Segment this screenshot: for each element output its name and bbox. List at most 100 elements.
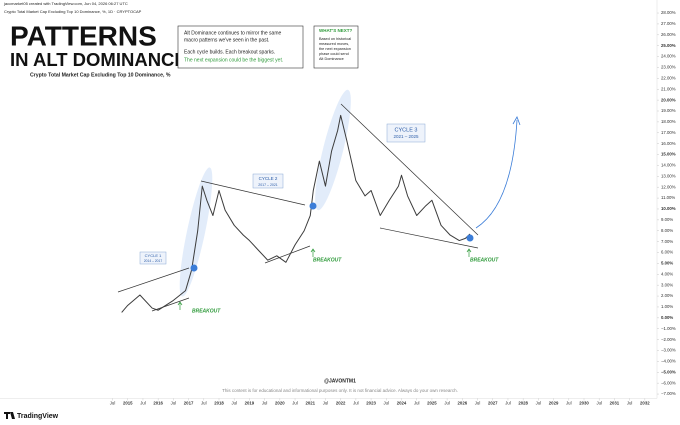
y-tick-label: 16.00% [661, 141, 676, 146]
breakout-label: BREAKOUT [470, 257, 499, 263]
summary-text: Each cycle builds. Each breakout sparks. [184, 49, 275, 55]
plot [121, 114, 471, 313]
summary-box [177, 25, 304, 69]
y-tick-label: 21.00% [661, 86, 676, 91]
x-tick-label: 2019 [245, 401, 255, 406]
trendline [379, 227, 479, 249]
y-tick-label: −3.00% [661, 348, 676, 353]
y-tick-label: 6.00% [661, 250, 673, 255]
next-heading: WHAT'S NEXT? [319, 28, 352, 33]
price-line [121, 114, 471, 313]
y-tick-label: 19.00% [661, 108, 676, 113]
x-tick-label: Jul [475, 401, 481, 406]
x-tick-label: Jul [201, 401, 207, 406]
cycle-years: 2021 – 2025 [393, 134, 419, 139]
y-tick-label: 12.00% [661, 184, 676, 189]
x-tick-label: Jul [262, 401, 268, 406]
next-box [313, 25, 359, 69]
trendline [200, 180, 306, 206]
next-text: phase could send [319, 52, 349, 56]
x-tick-label: 2025 [427, 401, 437, 406]
x-tick-label: Jul [536, 401, 542, 406]
y-tick-label: 2.00% [661, 293, 673, 298]
x-tick-label: Jul [384, 401, 390, 406]
y-tick-label: 24.00% [661, 54, 676, 59]
x-tick-label: 2028 [518, 401, 528, 406]
x-tick-label: Jul [414, 401, 420, 406]
breakout-point [190, 264, 198, 272]
breakout-arrow [310, 248, 316, 257]
y-tick-label: 0.00% [661, 315, 673, 320]
brand-logo [4, 412, 15, 419]
y-tick-label: 14.00% [661, 163, 676, 168]
x-tick-label: Jul [231, 401, 237, 406]
x-tick-label: 2024 [397, 401, 407, 406]
y-tick-label: 10.00% [661, 206, 676, 211]
y-tick-label: 25.00% [661, 43, 676, 48]
summary-text: Alt Dominance continues to mirror the sa… [184, 30, 281, 36]
next-text: Alt Dominance [319, 57, 344, 61]
disclaimer: This content is for educational and info… [222, 388, 458, 393]
cycle-box [139, 251, 167, 265]
y-tick-label: 20.00% [661, 97, 676, 102]
cycle-box [386, 123, 426, 143]
x-tick-label: 2026 [458, 401, 468, 406]
breakout-point [309, 202, 317, 210]
x-tick-label: Jul [627, 401, 633, 406]
y-tick-label: 28.00% [661, 10, 676, 15]
markers [190, 202, 474, 272]
x-tick-label: Jul [566, 401, 572, 406]
y-tick-label: 26.00% [661, 32, 676, 37]
y-tick-label: 22.00% [661, 75, 676, 80]
x-tick-label: 2032 [640, 401, 650, 406]
x-tick-label: Jul [505, 401, 511, 406]
x-tick-label: 2018 [214, 401, 224, 406]
title: IN ALT DOMINANCE [10, 49, 187, 70]
x-tick-label: Jul [171, 401, 177, 406]
x-tick-label: 2015 [123, 401, 133, 406]
y-tick-label: 8.00% [661, 228, 673, 233]
x-tick-label: 2029 [549, 401, 559, 406]
y-tick-label: 13.00% [661, 173, 676, 178]
y-tick-label: −5.00% [661, 369, 676, 374]
summary-highlight: The next expansion could be the biggest … [184, 57, 283, 63]
x-tick-label: Jul [596, 401, 602, 406]
arrow-head [512, 116, 521, 126]
symbol: Crypto Total Market Cap Excluding Top 10… [4, 9, 142, 14]
cycle-name: CYCLE 3 [395, 127, 418, 133]
y-tick-label: −4.00% [661, 359, 676, 364]
x-tick-label: Jul [110, 401, 116, 406]
y-tick-label: 15.00% [661, 152, 676, 157]
cycle-box [252, 173, 284, 189]
cycle-years: 2017 – 2021 [258, 183, 278, 187]
trendline [151, 297, 190, 312]
x-tick-label: Jul [323, 401, 329, 406]
x-tick-label: 2030 [579, 401, 589, 406]
y-tick-label: 11.00% [661, 195, 675, 200]
y-tick-label: 5.00% [661, 261, 673, 266]
x-tick-label: Jul [292, 401, 298, 406]
breakout-point [466, 234, 474, 242]
y-tick-label: −2.00% [661, 337, 676, 342]
brand: TradingView [17, 413, 59, 420]
x-tick-label: 2016 [153, 401, 163, 406]
cycle-name: CYCLE 2 [259, 176, 278, 181]
y-tick-label: 9.00% [661, 217, 673, 222]
summary-text: macro patterns we've seen in the past. [184, 37, 269, 43]
x-tick-label: 2020 [275, 401, 285, 406]
breakout-arrow [466, 248, 472, 257]
x-tick-label: Jul [444, 401, 450, 406]
next-text: the next expansion [319, 47, 351, 51]
title: PATTERNS [10, 20, 157, 51]
projection-arrow [475, 119, 518, 229]
next-text: Based on historical [319, 37, 351, 41]
x-tick-label: Jul [353, 401, 359, 406]
y-tick-label: 3.00% [661, 282, 673, 287]
breakout-label: BREAKOUT [192, 308, 221, 314]
y-tick-label: 23.00% [661, 65, 676, 70]
watermark: @JAVONTM1 [324, 378, 356, 384]
y-tick-label: 17.00% [661, 130, 676, 135]
trendline [340, 103, 479, 236]
